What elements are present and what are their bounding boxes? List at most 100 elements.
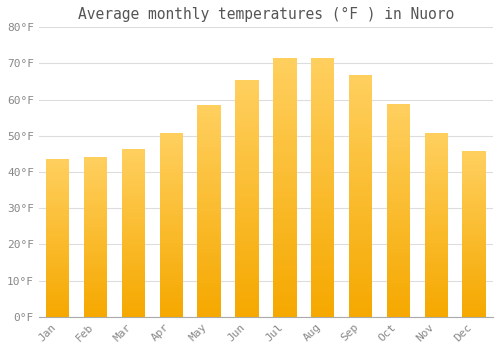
Bar bbox=[84, 228, 108, 231]
Bar bbox=[84, 262, 108, 266]
Bar bbox=[160, 147, 183, 151]
Bar bbox=[311, 58, 334, 63]
Bar bbox=[311, 89, 334, 94]
Bar bbox=[311, 291, 334, 296]
Bar bbox=[311, 275, 334, 281]
Bar bbox=[273, 254, 296, 260]
Bar bbox=[349, 244, 372, 249]
Bar bbox=[462, 247, 486, 251]
Bar bbox=[462, 277, 486, 280]
Bar bbox=[349, 153, 372, 158]
Bar bbox=[462, 164, 486, 168]
Bar bbox=[46, 184, 70, 187]
Bar bbox=[198, 211, 221, 215]
Bar bbox=[311, 78, 334, 84]
Bar bbox=[462, 271, 486, 274]
Bar bbox=[160, 199, 183, 203]
Bar bbox=[462, 218, 486, 221]
Bar bbox=[386, 117, 410, 121]
Bar bbox=[462, 152, 486, 155]
Bar bbox=[198, 105, 221, 109]
Bar bbox=[462, 161, 486, 164]
Bar bbox=[236, 194, 258, 198]
Bar bbox=[46, 257, 70, 260]
Bar bbox=[198, 168, 221, 173]
Bar bbox=[198, 270, 221, 274]
Bar bbox=[160, 239, 183, 243]
Bar bbox=[84, 218, 108, 221]
Bar bbox=[424, 225, 448, 229]
Bar bbox=[236, 236, 258, 241]
Bar bbox=[122, 196, 145, 199]
Bar bbox=[349, 162, 372, 167]
Bar bbox=[349, 177, 372, 182]
Bar bbox=[424, 236, 448, 239]
Bar bbox=[386, 198, 410, 202]
Bar bbox=[46, 162, 70, 165]
Bar bbox=[84, 282, 108, 285]
Bar bbox=[160, 155, 183, 159]
Bar bbox=[122, 189, 145, 193]
Bar bbox=[84, 231, 108, 234]
Bar bbox=[84, 180, 108, 183]
Bar bbox=[84, 250, 108, 253]
Bar bbox=[236, 118, 258, 122]
Bar bbox=[424, 169, 448, 173]
Bar bbox=[311, 265, 334, 270]
Bar bbox=[84, 192, 108, 196]
Bar bbox=[198, 202, 221, 206]
Bar bbox=[273, 224, 296, 229]
Bar bbox=[198, 173, 221, 177]
Bar bbox=[236, 198, 258, 203]
Bar bbox=[349, 293, 372, 297]
Bar bbox=[236, 274, 258, 279]
Bar bbox=[424, 191, 448, 195]
Bar bbox=[424, 291, 448, 295]
Bar bbox=[122, 270, 145, 273]
Bar bbox=[236, 104, 258, 108]
Bar bbox=[84, 215, 108, 218]
Bar bbox=[424, 287, 448, 291]
Bar bbox=[84, 294, 108, 297]
Bar bbox=[122, 314, 145, 317]
Bar bbox=[122, 243, 145, 246]
Bar bbox=[160, 295, 183, 299]
Bar bbox=[46, 190, 70, 194]
Bar bbox=[462, 191, 486, 194]
Bar bbox=[462, 181, 486, 184]
Bar bbox=[386, 240, 410, 244]
Bar bbox=[386, 168, 410, 172]
Bar bbox=[386, 300, 410, 304]
Bar bbox=[424, 217, 448, 221]
Bar bbox=[462, 214, 486, 218]
Bar bbox=[236, 127, 258, 132]
Bar bbox=[424, 162, 448, 166]
Bar bbox=[349, 302, 372, 307]
Bar bbox=[122, 226, 145, 230]
Bar bbox=[311, 146, 334, 151]
Bar bbox=[386, 304, 410, 308]
Bar bbox=[122, 273, 145, 276]
Bar bbox=[311, 135, 334, 141]
Bar bbox=[122, 293, 145, 297]
Bar bbox=[273, 120, 296, 125]
Bar bbox=[46, 304, 70, 307]
Bar bbox=[311, 156, 334, 161]
Bar bbox=[84, 205, 108, 208]
Bar bbox=[160, 151, 183, 155]
Bar bbox=[122, 156, 145, 159]
Bar bbox=[424, 206, 448, 210]
Bar bbox=[46, 219, 70, 222]
Bar bbox=[46, 270, 70, 273]
Bar bbox=[386, 291, 410, 295]
Bar bbox=[273, 312, 296, 317]
Bar bbox=[273, 260, 296, 265]
Bar bbox=[236, 255, 258, 260]
Bar bbox=[84, 199, 108, 202]
Bar bbox=[236, 89, 258, 94]
Bar bbox=[122, 287, 145, 290]
Bar bbox=[273, 182, 296, 187]
Bar bbox=[160, 203, 183, 206]
Bar bbox=[311, 187, 334, 192]
Bar bbox=[46, 228, 70, 231]
